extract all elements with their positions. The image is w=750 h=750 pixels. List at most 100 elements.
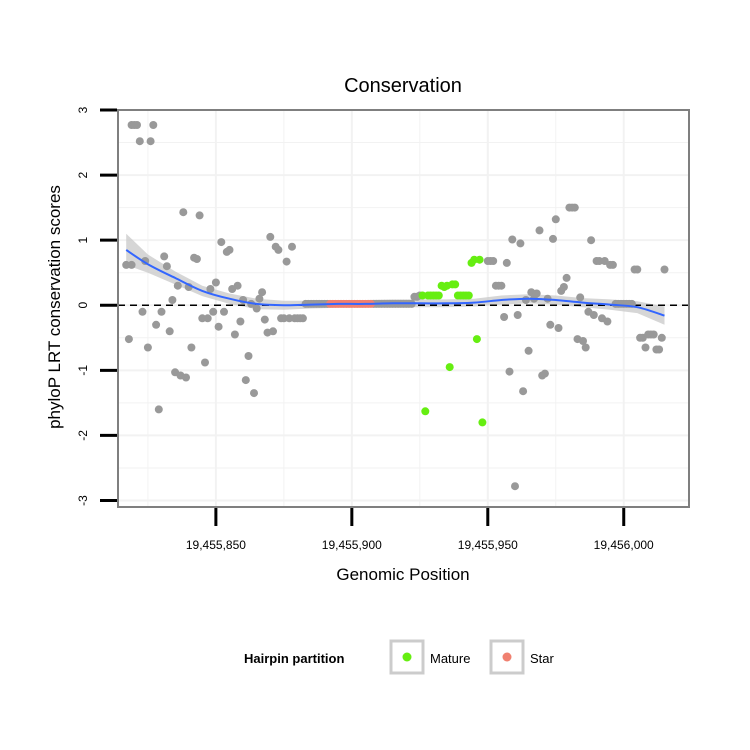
data-point bbox=[203, 314, 212, 323]
data-point bbox=[214, 322, 223, 331]
data-point bbox=[127, 260, 136, 269]
data-point bbox=[655, 345, 664, 354]
data-point bbox=[587, 236, 596, 245]
data-point bbox=[157, 307, 166, 316]
x-tick-label: 19,455,850 bbox=[186, 538, 246, 552]
x-axis-title: Genomic Position bbox=[336, 565, 469, 584]
data-point bbox=[260, 315, 269, 324]
data-point bbox=[250, 389, 258, 398]
legend-title: Hairpin partition bbox=[244, 651, 344, 666]
data-point bbox=[266, 232, 275, 241]
y-tick-label: 3 bbox=[76, 106, 90, 113]
data-point bbox=[168, 296, 177, 304]
legend-dot-star bbox=[502, 652, 512, 662]
data-point bbox=[179, 208, 188, 217]
y-tick-label: 2 bbox=[76, 171, 90, 178]
data-point bbox=[464, 291, 473, 300]
data-point bbox=[579, 337, 587, 345]
data-point bbox=[521, 296, 530, 304]
legend-label-star: Star bbox=[530, 651, 555, 666]
data-point bbox=[546, 320, 555, 329]
data-point bbox=[505, 367, 514, 376]
data-point bbox=[576, 293, 585, 302]
data-point bbox=[641, 343, 650, 352]
data-point bbox=[162, 262, 171, 271]
data-point bbox=[230, 330, 239, 339]
data-point bbox=[649, 330, 658, 339]
data-point bbox=[445, 363, 454, 372]
legend-label-mature: Mature bbox=[430, 651, 470, 666]
data-point bbox=[282, 257, 291, 266]
data-point bbox=[478, 418, 487, 427]
data-point bbox=[195, 211, 204, 220]
y-tick-label: -3 bbox=[76, 495, 90, 506]
data-point bbox=[211, 278, 220, 287]
data-point bbox=[475, 255, 484, 264]
data-point bbox=[192, 255, 201, 263]
data-point bbox=[255, 294, 264, 303]
data-point bbox=[502, 258, 511, 267]
data-point bbox=[421, 407, 430, 416]
data-point bbox=[511, 482, 519, 491]
data-point bbox=[603, 317, 612, 326]
data-point bbox=[532, 289, 541, 298]
data-point bbox=[252, 304, 261, 313]
data-point bbox=[241, 376, 250, 385]
data-point bbox=[540, 369, 549, 378]
data-point bbox=[562, 273, 571, 282]
data-point bbox=[633, 265, 642, 274]
data-point bbox=[535, 226, 544, 235]
legend-key-star bbox=[489, 639, 525, 675]
data-point bbox=[589, 311, 598, 319]
data-point bbox=[274, 245, 283, 254]
legend: Hairpin partition Mature Star bbox=[244, 639, 555, 675]
data-point bbox=[236, 317, 245, 326]
y-axis-title: phyloP LRT conservation scores bbox=[45, 185, 64, 429]
data-point bbox=[472, 335, 481, 344]
y-axis: -3 -2 -1 0 1 2 3 bbox=[76, 106, 117, 506]
data-point bbox=[657, 333, 666, 342]
data-point bbox=[124, 335, 133, 344]
data-point bbox=[513, 311, 522, 319]
data-point bbox=[524, 346, 533, 355]
data-point bbox=[220, 307, 228, 316]
y-tick-label: -1 bbox=[76, 365, 90, 376]
data-point bbox=[201, 358, 209, 367]
data-point bbox=[298, 314, 307, 323]
data-point bbox=[206, 285, 215, 293]
data-point bbox=[152, 320, 161, 329]
legend-dot-mature bbox=[402, 652, 412, 662]
plot-panel-border bbox=[117, 109, 690, 508]
data-point bbox=[489, 257, 498, 265]
x-tick-label: 19,455,950 bbox=[458, 538, 518, 552]
data-point bbox=[233, 281, 242, 290]
x-tick-label: 19,455,900 bbox=[322, 538, 382, 552]
chart-title: Conservation bbox=[344, 75, 462, 97]
data-point bbox=[244, 352, 253, 360]
smooth-curve bbox=[125, 249, 665, 317]
data-point bbox=[187, 343, 196, 352]
data-point bbox=[519, 387, 528, 396]
x-axis: 19,455,850 19,455,900 19,455,950 19,456,000 bbox=[186, 508, 654, 552]
data-point bbox=[570, 203, 579, 212]
y-tick-label: 1 bbox=[76, 237, 90, 244]
data-point bbox=[608, 260, 617, 269]
data-point bbox=[225, 245, 234, 254]
data-point bbox=[516, 239, 525, 248]
data-point bbox=[146, 137, 155, 146]
data-point bbox=[508, 235, 517, 244]
data-point bbox=[173, 281, 182, 290]
data-point bbox=[135, 137, 144, 146]
data-point bbox=[138, 307, 147, 316]
data-point bbox=[581, 343, 590, 352]
data-point bbox=[209, 307, 218, 316]
data-point bbox=[418, 291, 427, 300]
data-point bbox=[217, 238, 226, 247]
data-point bbox=[143, 343, 152, 352]
data-point bbox=[133, 121, 141, 129]
data-point bbox=[554, 324, 563, 332]
data-point bbox=[269, 327, 277, 336]
data-point bbox=[549, 234, 557, 243]
